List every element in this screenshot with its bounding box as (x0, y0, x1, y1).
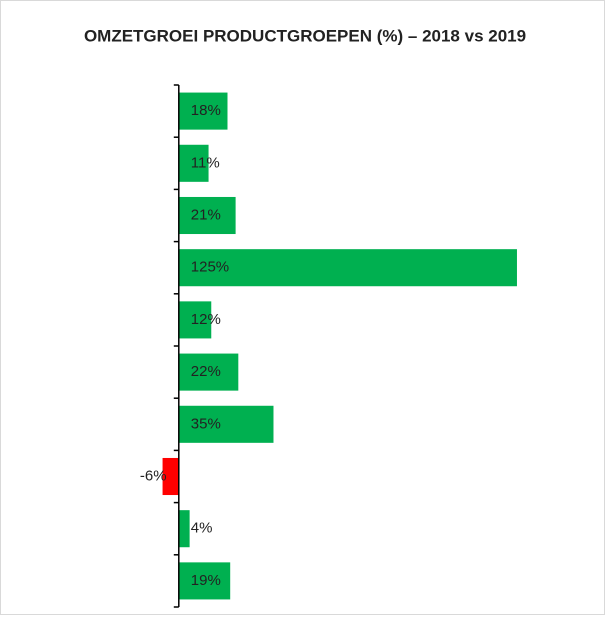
data-label: -6% (140, 467, 167, 484)
bar (178, 144, 209, 182)
data-label: 125% (191, 259, 229, 276)
data-label: 4% (191, 520, 213, 537)
bar (178, 92, 228, 130)
data-label: 21% (191, 206, 221, 223)
bar (178, 510, 190, 548)
data-label: 22% (191, 363, 221, 380)
data-label: 12% (191, 311, 221, 328)
chart-title: OMZETGROEI PRODUCTGROEPEN (%) – 2018 vs … (84, 26, 526, 45)
bar (178, 196, 236, 235)
bar (178, 405, 274, 443)
bar (178, 249, 517, 287)
data-label: 35% (191, 415, 221, 432)
bar (162, 457, 179, 496)
bar (178, 353, 239, 391)
data-label: 19% (191, 572, 221, 589)
data-label: 18% (191, 102, 221, 119)
bar (178, 562, 231, 600)
data-label: 11% (191, 154, 220, 171)
bar (178, 301, 212, 339)
